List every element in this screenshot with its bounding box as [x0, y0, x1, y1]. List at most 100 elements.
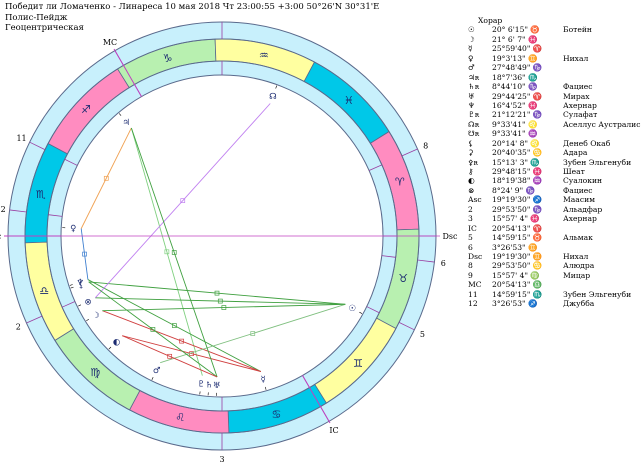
row-degree: 3°26'53" ♐ — [492, 299, 538, 309]
row-symbol: ⚴ʀ — [468, 157, 478, 167]
table-row: 2 29°53'50" ♑ Альадфар — [466, 205, 642, 214]
row-symbol: ⚸ — [468, 138, 474, 148]
row-degree: 27°48'49" ♑ — [492, 63, 543, 73]
row-symbol: ♆ — [468, 100, 475, 110]
row-symbol: ☿ — [468, 44, 473, 54]
house-number: 3 — [219, 455, 224, 464]
aspect-line — [80, 127, 132, 229]
planet-tick — [118, 113, 122, 116]
row-degree: 14°59'15" ♏ — [492, 289, 543, 299]
planet-glyph-sunalocin: ◐ — [113, 337, 120, 347]
row-degree: 20°54'13" ♈ — [492, 223, 543, 233]
row-symbol: ♀ — [468, 53, 474, 63]
row-degree: 8°44'10" ♑ — [492, 82, 538, 92]
row-symbol: Asc — [468, 195, 482, 205]
row-star: Мицар — [563, 270, 591, 280]
table-row: ♃ʀ 18°7'36" ♏ — [466, 73, 642, 82]
zodiac-glyph: ♌ — [175, 411, 185, 424]
table-row: ☿ 25°59'40" ♈ — [466, 44, 642, 53]
planet-glyph-moon: ☽ — [92, 311, 100, 321]
row-star: Денеб Окаб — [563, 138, 611, 148]
row-star: Алюдра — [563, 261, 595, 271]
planet-glyph-saturn: ♄ — [205, 380, 213, 390]
house-number: 12 — [0, 205, 6, 214]
row-star: Нихал — [563, 53, 589, 63]
house-cusp-inner — [64, 158, 78, 166]
row-degree: 20°14' 8" ♌ — [492, 138, 540, 148]
zodiac-glyph: ♑ — [163, 52, 173, 65]
house-number: 8 — [423, 141, 428, 150]
planet-tick — [264, 386, 267, 390]
aspect-marker — [179, 338, 184, 344]
zodiac-glyph: ♊ — [353, 357, 363, 370]
row-star: Ахернар — [563, 214, 597, 224]
row-degree: 19°19'30" ♊ — [492, 251, 543, 261]
zodiac-glyph: ♉ — [398, 272, 408, 285]
ic-line — [302, 375, 331, 424]
planet-tick — [78, 304, 82, 307]
house-number: 2 — [16, 323, 21, 332]
row-degree: 21°12'21" ♑ — [492, 110, 543, 120]
row-star: Аселлус Аустралис — [563, 119, 641, 129]
house-cusp-inner — [381, 255, 396, 258]
row-degree: 20°40'35" ♋ — [492, 148, 543, 158]
table-row: ☉ 20° 6'15" ♉ Ботейн — [466, 25, 642, 34]
aspect-line — [87, 279, 262, 372]
table-row: ⚴ʀ 15°13' 3" ♏ Зубен Эльгенуби — [466, 158, 642, 167]
row-star: Мирах — [563, 91, 590, 101]
zodiac-glyph: ♋ — [271, 408, 281, 421]
table-row: ◐ 18°19'38" ♒ Суалокин — [466, 176, 642, 185]
row-degree: 21° 6' 7" ♓ — [492, 34, 538, 44]
row-degree: 15°57' 4" ♍ — [492, 270, 540, 280]
zodiac-glyph: ♐ — [81, 103, 91, 116]
row-symbol: 2 — [468, 204, 473, 214]
table-row: ♆ 16°4'52" ♓ Ахернар — [466, 101, 642, 110]
planet-tick — [151, 376, 154, 380]
row-symbol: ♅ — [468, 91, 475, 101]
table-row: ⚸ 20°14' 8" ♌ Денеб Окаб — [466, 139, 642, 148]
house-cusp-tick — [29, 141, 46, 151]
house-number: 11 — [16, 134, 26, 143]
aspect-marker — [214, 290, 220, 296]
row-symbol: 9 — [468, 270, 473, 280]
row-star: Маасим — [563, 195, 596, 205]
table-row: MC 20°54'13" ♎ — [466, 280, 642, 289]
row-degree: 29°53'50" ♋ — [492, 261, 543, 271]
row-symbol: ☋ʀ — [468, 129, 480, 139]
planet-table: Хорар ☉ 20° 6'15" ♉ Ботейн ☽ 21° 6' 7" ♓ ☿ 25°… — [466, 16, 642, 309]
row-symbol: ♂ — [468, 63, 475, 73]
house-number: 6 — [441, 259, 446, 268]
table-row: 5 14°59'15" ♉ Альмак — [466, 233, 642, 242]
row-degree: 20°54'13" ♎ — [492, 280, 543, 290]
zodiac-glyph: ♍ — [90, 366, 100, 379]
planet-glyph-mars: ♂ — [153, 366, 161, 376]
row-degree: 3°26'53" ♊ — [492, 242, 538, 252]
row-symbol: 6 — [468, 242, 473, 252]
row-star: Нихал — [563, 251, 589, 261]
row-star: Альмак — [563, 233, 593, 243]
row-symbol: ⚷ — [468, 167, 474, 176]
row-symbol: MC — [468, 280, 482, 290]
aspect-line — [122, 335, 218, 378]
house-cusp-tick — [9, 209, 27, 213]
row-star: Фациес — [563, 185, 593, 195]
aspect-line — [130, 127, 218, 378]
zodiac-glyph: ♈ — [395, 176, 405, 189]
house-cusp-tick — [401, 148, 418, 157]
row-degree: 8°24' 9" ♑ — [492, 185, 535, 195]
table-row: 8 29°53'50" ♋ Алюдра — [466, 261, 642, 270]
table-row: 12 3°26'53" ♐ Джубба — [466, 299, 642, 308]
planet-tick — [108, 346, 112, 350]
row-degree: 15°57' 4" ♓ — [492, 214, 540, 224]
table-row: ♄ʀ 8°44'10" ♑ Фациес — [466, 82, 642, 91]
row-symbol: 12 — [468, 299, 478, 309]
chart-header: Победит ли Ломаченко - Линареса 10 мая 2… — [5, 2, 379, 34]
row-degree: 15°13' 3" ♏ — [492, 157, 540, 167]
planet-tick — [359, 311, 363, 314]
table-row: ♂ 27°48'49" ♑ — [466, 63, 642, 72]
planet-glyph-neptune: ♆ — [76, 278, 84, 288]
aspect-marker — [171, 250, 177, 255]
table-row: ⚷ 29°48'15" ♓ Шеат — [466, 167, 642, 176]
dsc-label: Dsc — [443, 232, 459, 241]
house-system: Полис-Пейдж — [5, 12, 68, 23]
